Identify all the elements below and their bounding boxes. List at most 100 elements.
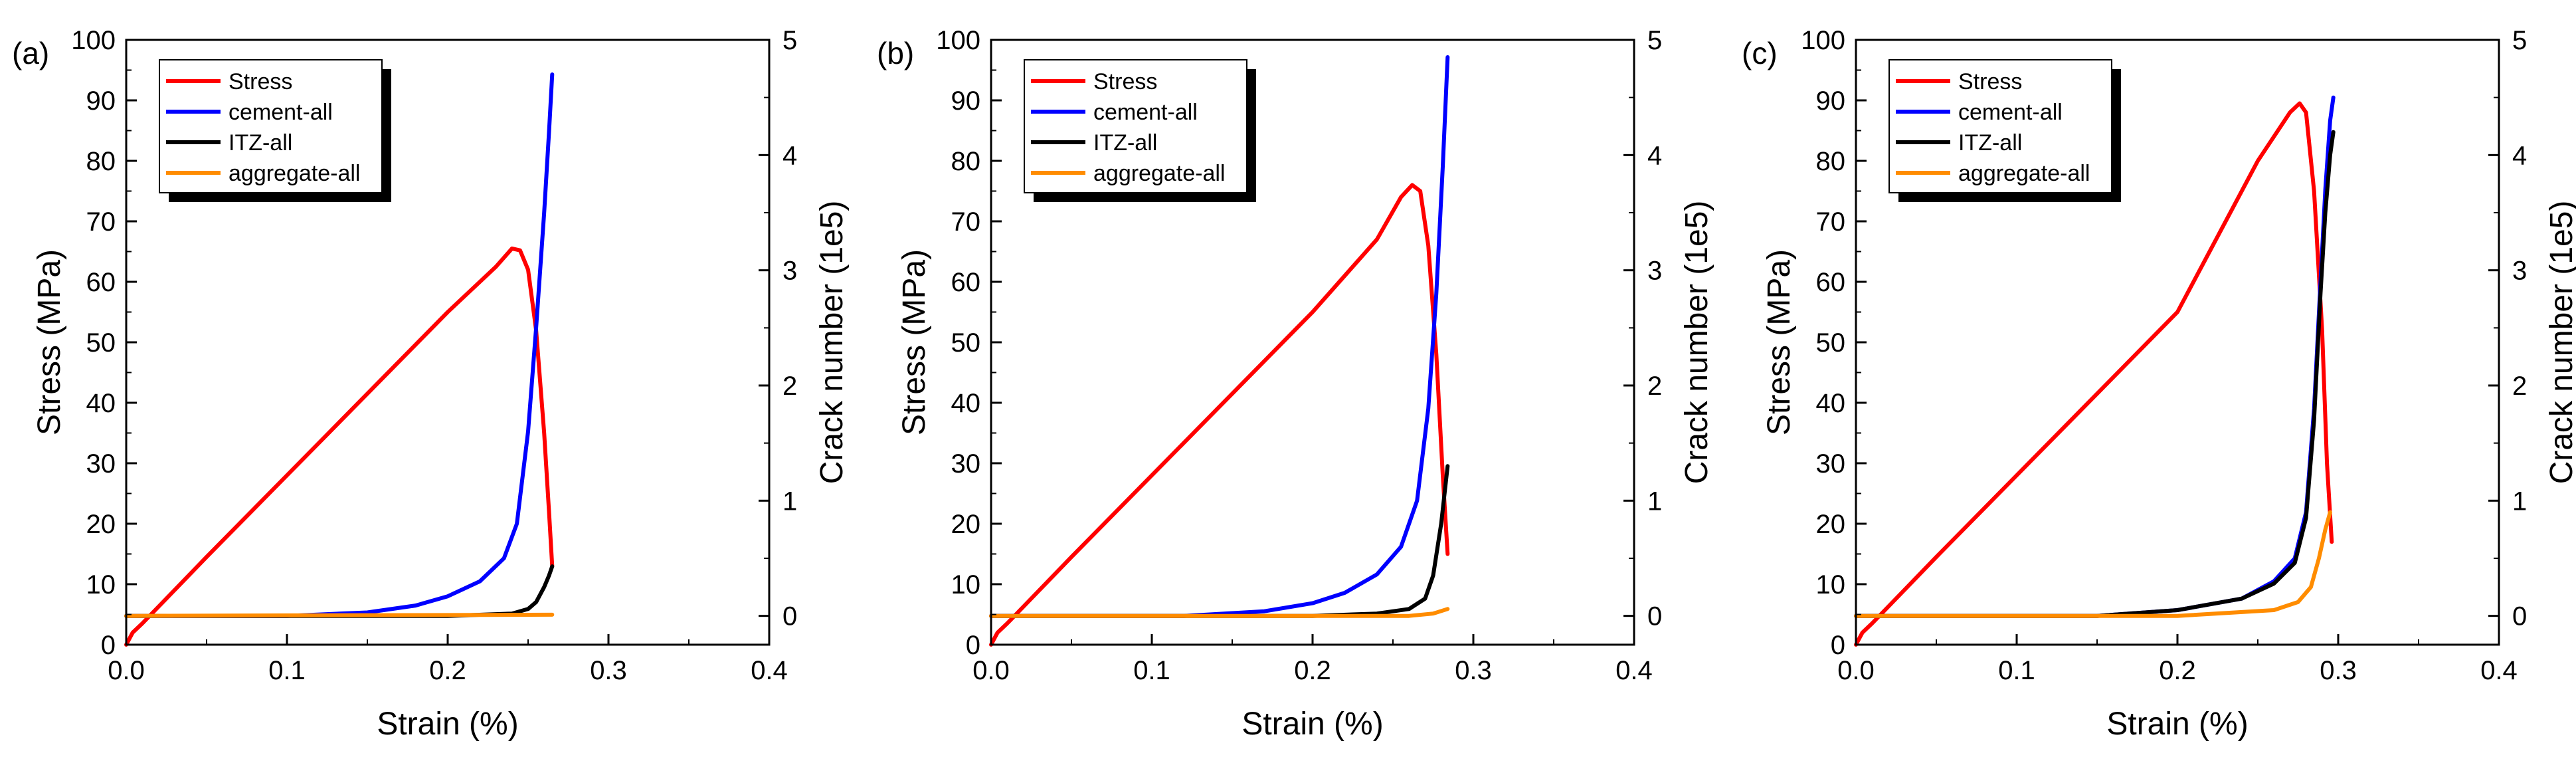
y2-axis-label: Crack number (1e5) [1679, 201, 1714, 485]
legend-entry: Stress [1958, 69, 2022, 94]
y2-tick-label: 2 [1647, 372, 1662, 401]
y2-tick-label: 2 [782, 372, 797, 401]
y2-tick-label: 1 [2512, 487, 2527, 516]
legend-entry: aggregate-all [1958, 161, 2090, 186]
legend-entry: aggregate-all [1093, 161, 1225, 186]
y2-tick-label: 4 [2512, 141, 2527, 170]
y2-tick-label: 3 [1647, 257, 1662, 286]
y2-tick-label: 5 [782, 26, 797, 55]
y-tick-label: 30 [86, 449, 116, 479]
x-axis-label: Strain (%) [1242, 706, 1383, 742]
y-tick-label: 20 [1816, 510, 1846, 539]
y-tick-label: 10 [1816, 570, 1846, 599]
y-tick-label: 0 [101, 631, 116, 660]
y-tick-label: 70 [951, 207, 981, 237]
series-line-aggregate-all [1854, 510, 2332, 618]
y-tick-label: 50 [951, 328, 981, 358]
y-tick-label: 50 [1816, 328, 1846, 358]
y-tick-label: 30 [1816, 449, 1846, 479]
chart-panel-3: (c)0.0 0.1 0.2 0.3 0.40102030405060708090100… [1742, 26, 2576, 742]
legend-entry: cement-all [1093, 100, 1198, 125]
legend-entry: cement-all [229, 100, 333, 125]
series-lines [124, 72, 555, 647]
x-tick-label: 0.3 [1455, 656, 1492, 685]
series-line-aggregate-all [124, 612, 555, 618]
x-tick-label: 0.2 [1294, 656, 1331, 685]
y2-axis-label: Crack number (1e5) [2544, 201, 2576, 485]
y-tick-label: 0 [1831, 631, 1845, 660]
y-tick-label: 90 [86, 86, 116, 116]
y-tick-label: 60 [1816, 268, 1846, 297]
y-tick-label: 20 [951, 510, 981, 539]
chart-panel-2: (b)0.0 0.1 0.2 0.3 0.40102030405060708090100… [877, 26, 1714, 742]
y-tick-label: 60 [951, 268, 981, 297]
legend-entry: aggregate-all [229, 161, 360, 186]
y-tick-label: 100 [71, 26, 116, 55]
y2-tick-label: 1 [782, 487, 797, 516]
x-axis-label: Strain (%) [2106, 706, 2248, 742]
panel-label: (c) [1742, 36, 1778, 70]
x-tick-label: 0.3 [2320, 656, 2357, 685]
y2-tick-label: 0 [2512, 602, 2527, 631]
chart-panel-1: (a)0.0 0.1 0.2 0.3 0.40102030405060708090100… [12, 26, 850, 742]
x-tick-label: 0.4 [751, 656, 788, 685]
y-tick-label: 40 [1816, 389, 1846, 418]
series-line-cement-all [989, 55, 1450, 618]
legend-entry: ITZ-all [229, 130, 292, 156]
series-line-stress [1854, 101, 2334, 647]
y-tick-label: 90 [1816, 86, 1846, 116]
y2-tick-label: 0 [1647, 602, 1662, 631]
x-tick-label: 0.0 [108, 656, 145, 685]
series-lines [989, 55, 1450, 647]
series-line-itz-all [989, 464, 1450, 618]
y-tick-label: 100 [936, 26, 980, 55]
y2-tick-label: 0 [782, 602, 797, 631]
legend-entry: Stress [1093, 69, 1157, 94]
legend: Stress cement-all ITZ-all aggregate-all [1888, 59, 2121, 202]
y-tick-label: 50 [86, 328, 116, 358]
y-axis-label: Stress (MPa) [1762, 249, 1797, 435]
y-tick-label: 60 [86, 268, 116, 297]
y-tick-label: 10 [86, 570, 116, 599]
x-tick-label: 0.4 [2480, 656, 2518, 685]
x-tick-label: 0.4 [1615, 656, 1653, 685]
series-line-aggregate-all [989, 607, 1450, 618]
series-line-stress [989, 183, 1450, 647]
y-tick-label: 30 [951, 449, 981, 479]
legend-entry: Stress [229, 69, 292, 94]
series-lines [1854, 95, 2336, 647]
y-tick-label: 0 [966, 631, 980, 660]
y2-axis-label: Crack number (1e5) [814, 201, 850, 485]
series-line-itz-all [1854, 130, 2336, 618]
x-tick-label: 0.1 [1133, 656, 1170, 685]
y-tick-label: 70 [1816, 207, 1846, 237]
legend: Stress cement-all ITZ-all aggregate-all [1024, 59, 1256, 202]
series-line-cement-all [124, 72, 555, 618]
x-tick-label: 0.0 [972, 656, 1010, 685]
series-line-stress [124, 246, 555, 647]
y-axis-label: Stress (MPa) [32, 249, 67, 435]
legend-entry: ITZ-all [1093, 130, 1157, 156]
x-tick-label: 0.2 [429, 656, 466, 685]
y-tick-label: 40 [951, 389, 981, 418]
panel-label: (a) [12, 36, 49, 70]
x-axis-label: Strain (%) [377, 706, 518, 742]
x-tick-label: 0.1 [268, 656, 306, 685]
y2-tick-label: 3 [782, 257, 797, 286]
y-tick-label: 80 [1816, 147, 1846, 176]
x-tick-label: 0.3 [590, 656, 627, 685]
y-tick-label: 100 [1801, 26, 1845, 55]
y-tick-label: 10 [951, 570, 981, 599]
y-tick-label: 90 [951, 86, 981, 116]
legend-entry: cement-all [1958, 100, 2063, 125]
y-tick-label: 70 [86, 207, 116, 237]
y-tick-label: 80 [86, 147, 116, 176]
y2-tick-label: 4 [782, 141, 797, 170]
y-axis-label: Stress (MPa) [897, 249, 932, 435]
x-tick-label: 0.1 [1998, 656, 2035, 685]
y-tick-label: 80 [951, 147, 981, 176]
x-tick-label: 0.0 [1837, 656, 1875, 685]
y2-tick-label: 5 [2512, 26, 2527, 55]
y-tick-label: 20 [86, 510, 116, 539]
